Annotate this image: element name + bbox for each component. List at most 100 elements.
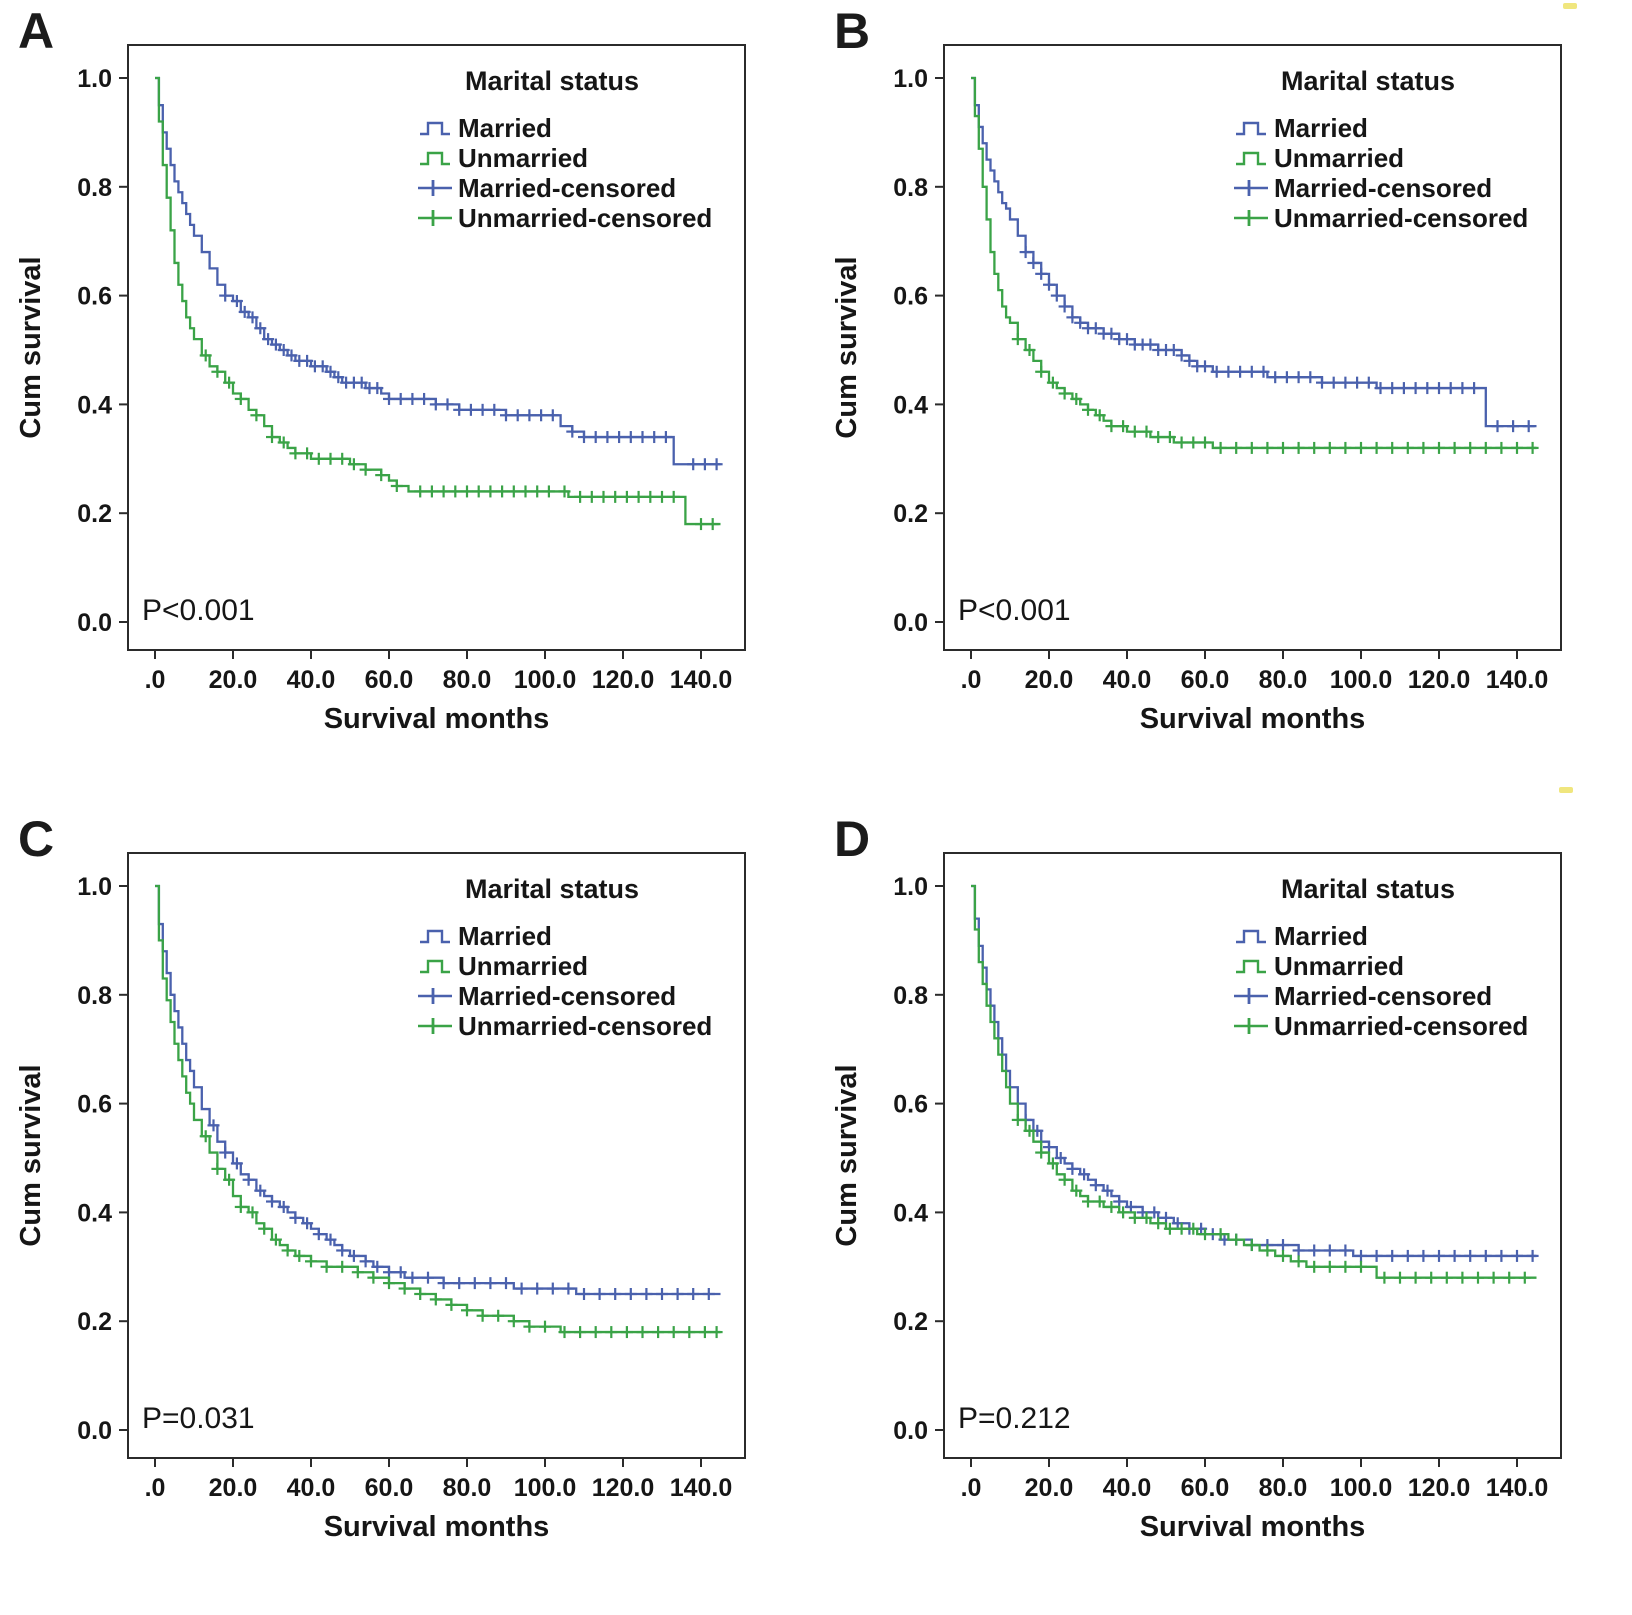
svg-text:0.0: 0.0 [77, 1417, 112, 1445]
svg-text:Marital status: Marital status [1281, 874, 1455, 904]
panel-a: A 0.0 0.2 0.4 0.6 0.8 1.0 .0 20.0 40.0 60.0 80.0 10… [0, 0, 816, 807]
svg-text:140.0: 140.0 [1486, 666, 1549, 694]
svg-text:0.2: 0.2 [77, 1308, 112, 1336]
svg-text:1.0: 1.0 [77, 873, 112, 901]
svg-text:Cum survival: Cum survival [831, 256, 863, 438]
svg-text:20.0: 20.0 [1025, 666, 1074, 694]
stray-highlight-mark [1559, 787, 1573, 793]
svg-text:120.0: 120.0 [1408, 666, 1471, 694]
svg-text:Unmarried-censored: Unmarried-censored [1274, 1011, 1528, 1041]
svg-text:100.0: 100.0 [514, 1474, 577, 1502]
svg-text:80.0: 80.0 [443, 666, 492, 694]
svg-text:.0: .0 [145, 1474, 166, 1502]
svg-text:1.0: 1.0 [77, 65, 112, 93]
svg-text:0.2: 0.2 [893, 500, 928, 528]
svg-text:0.2: 0.2 [77, 500, 112, 528]
survival-chart-b: 0.0 0.2 0.4 0.6 0.8 1.0 .0 20.0 40.0 60.0 80.0 100.… [831, 44, 1562, 735]
svg-text:80.0: 80.0 [1259, 666, 1308, 694]
svg-text:40.0: 40.0 [287, 1474, 336, 1502]
svg-text:Cum survival: Cum survival [15, 256, 47, 438]
svg-text:0.8: 0.8 [893, 174, 928, 202]
svg-text:20.0: 20.0 [1025, 1474, 1074, 1502]
svg-text:0.4: 0.4 [77, 391, 112, 419]
svg-text:Survival months: Survival months [324, 703, 550, 735]
svg-text:140.0: 140.0 [670, 666, 733, 694]
svg-text:Unmarried-censored: Unmarried-censored [1274, 203, 1528, 233]
svg-text:1.0: 1.0 [893, 873, 928, 901]
svg-text:60.0: 60.0 [365, 666, 414, 694]
svg-text:Cum survival: Cum survival [15, 1064, 47, 1246]
survival-chart-c: 0.0 0.2 0.4 0.6 0.8 1.0 .0 20.0 40.0 60.0 80.0 100.… [15, 852, 746, 1543]
svg-text:20.0: 20.0 [209, 1474, 258, 1502]
svg-text:0.4: 0.4 [77, 1199, 112, 1227]
svg-text:Married: Married [458, 921, 552, 951]
svg-text:.0: .0 [145, 666, 166, 694]
panel-d: D 0.0 0.2 0.4 0.6 0.8 1.0 .0 20.0 40.0 60.0 80.0 10… [816, 808, 1632, 1615]
svg-text:0.6: 0.6 [893, 283, 928, 311]
svg-text:Unmarried: Unmarried [1274, 951, 1404, 981]
svg-text:Unmarried-censored: Unmarried-censored [458, 203, 712, 233]
svg-text:Married-censored: Married-censored [458, 981, 676, 1011]
panel-letter-d: D [834, 811, 872, 867]
svg-text:80.0: 80.0 [1259, 1474, 1308, 1502]
svg-text:0.6: 0.6 [77, 283, 112, 311]
svg-text:Survival months: Survival months [1140, 1511, 1366, 1543]
panel-letter-a: A [18, 3, 56, 59]
svg-text:20.0: 20.0 [209, 666, 258, 694]
svg-text:P<0.001: P<0.001 [958, 594, 1071, 627]
survival-chart-d: 0.0 0.2 0.4 0.6 0.8 1.0 .0 20.0 40.0 60.0 80.0 100.… [831, 852, 1562, 1543]
svg-text:80.0: 80.0 [443, 1474, 492, 1502]
panel-letter-c: C [18, 811, 56, 867]
stray-highlight-mark [1563, 3, 1577, 9]
svg-text:140.0: 140.0 [670, 1474, 733, 1502]
svg-text:0.8: 0.8 [77, 982, 112, 1010]
svg-text:0.8: 0.8 [893, 982, 928, 1010]
svg-text:120.0: 120.0 [592, 1474, 655, 1502]
survival-chart-a: 0.0 0.2 0.4 0.6 0.8 1.0 .0 20.0 40.0 60.0 80.0 100.… [15, 44, 746, 735]
svg-text:Married-censored: Married-censored [1274, 173, 1492, 203]
svg-text:P=0.031: P=0.031 [142, 1402, 255, 1435]
svg-text:0.4: 0.4 [893, 391, 928, 419]
svg-text:0.0: 0.0 [893, 1417, 928, 1445]
svg-text:1.0: 1.0 [893, 65, 928, 93]
svg-text:Survival months: Survival months [324, 1511, 550, 1543]
svg-text:120.0: 120.0 [592, 666, 655, 694]
svg-text:60.0: 60.0 [1181, 1474, 1230, 1502]
svg-text:100.0: 100.0 [1330, 1474, 1393, 1502]
svg-text:0.6: 0.6 [893, 1091, 928, 1119]
svg-text:Unmarried: Unmarried [1274, 143, 1404, 173]
svg-text:P<0.001: P<0.001 [142, 594, 255, 627]
svg-text:0.4: 0.4 [893, 1199, 928, 1227]
svg-text:Unmarried: Unmarried [458, 143, 588, 173]
svg-text:60.0: 60.0 [365, 1474, 414, 1502]
svg-text:.0: .0 [961, 1474, 982, 1502]
svg-text:40.0: 40.0 [1103, 1474, 1152, 1502]
svg-text:0.8: 0.8 [77, 174, 112, 202]
svg-text:60.0: 60.0 [1181, 666, 1230, 694]
svg-text:0.0: 0.0 [77, 609, 112, 637]
svg-text:Married-censored: Married-censored [458, 173, 676, 203]
svg-text:100.0: 100.0 [514, 666, 577, 694]
svg-text:0.6: 0.6 [77, 1091, 112, 1119]
svg-text:Marital status: Marital status [465, 874, 639, 904]
panel-letter-b: B [834, 3, 872, 59]
svg-text:Marital status: Marital status [1281, 66, 1455, 96]
panel-b: B 0.0 0.2 0.4 0.6 0.8 1.0 .0 20.0 40.0 60.0 80.0 10… [816, 0, 1632, 807]
svg-text:.0: .0 [961, 666, 982, 694]
svg-text:Married-censored: Married-censored [1274, 981, 1492, 1011]
svg-text:Unmarried-censored: Unmarried-censored [458, 1011, 712, 1041]
svg-text:Married: Married [1274, 113, 1368, 143]
svg-text:40.0: 40.0 [1103, 666, 1152, 694]
svg-text:P=0.212: P=0.212 [958, 1402, 1071, 1435]
svg-text:Cum survival: Cum survival [831, 1064, 863, 1246]
svg-text:120.0: 120.0 [1408, 1474, 1471, 1502]
panel-c: C 0.0 0.2 0.4 0.6 0.8 1.0 .0 20.0 40.0 60.0 80.0 10… [0, 808, 816, 1615]
svg-text:Unmarried: Unmarried [458, 951, 588, 981]
svg-text:0.0: 0.0 [893, 609, 928, 637]
svg-text:Married: Married [458, 113, 552, 143]
svg-text:140.0: 140.0 [1486, 1474, 1549, 1502]
svg-text:40.0: 40.0 [287, 666, 336, 694]
svg-text:0.2: 0.2 [893, 1308, 928, 1336]
svg-text:100.0: 100.0 [1330, 666, 1393, 694]
